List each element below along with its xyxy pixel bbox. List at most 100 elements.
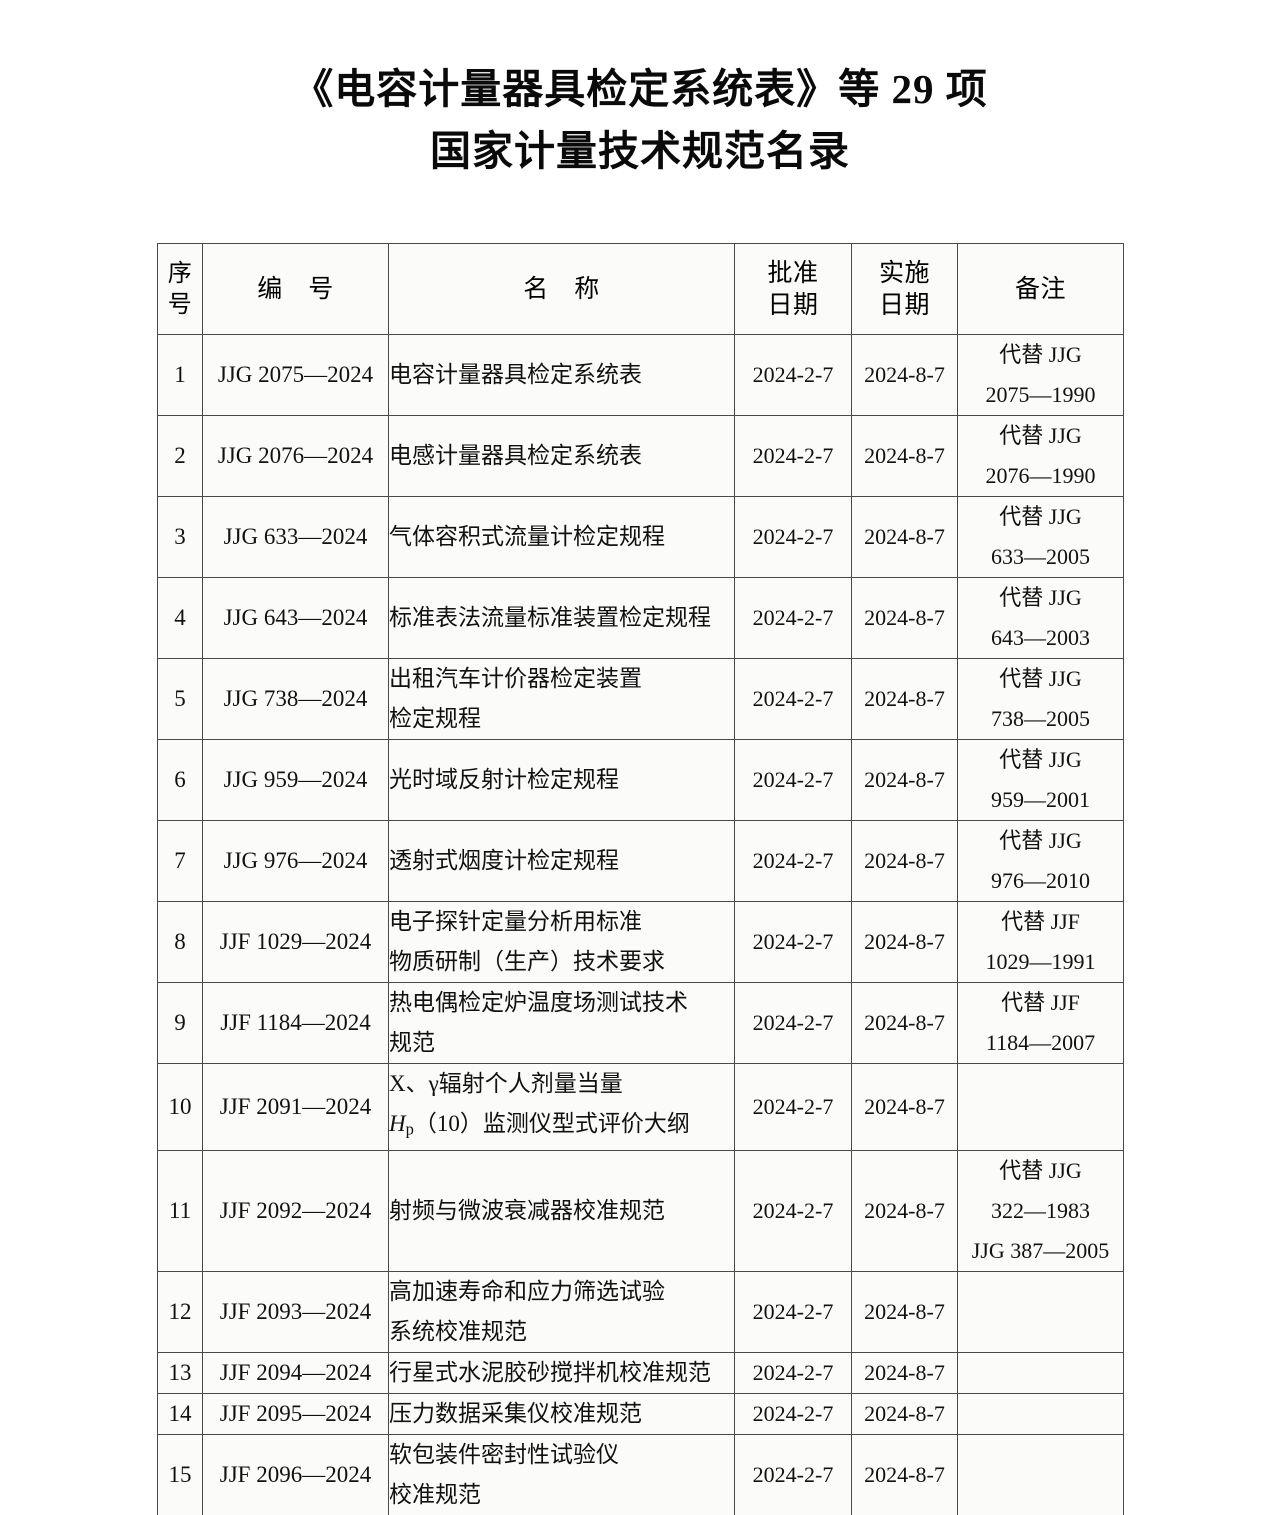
column-header-index: 序 号	[157, 243, 203, 335]
cell-index: 7	[157, 820, 203, 902]
cell-code: JJF 1184—2024	[202, 982, 389, 1064]
cell-name: X、γ辐射个人剂量当量 Hp（10）监测仪型式评价大纲	[388, 1063, 735, 1151]
cell-effective-date: 2024-8-7	[851, 658, 958, 740]
cell-remark-line: 代替 JJG	[999, 666, 1082, 691]
cell-name-line: 标准表法流量标准装置检定规程	[389, 605, 711, 630]
cell-remark-line: 959—2001	[991, 787, 1090, 812]
page-title-line-2: 国家计量技术规范名录	[430, 128, 850, 174]
cell-remark-line: 代替 JJG	[999, 828, 1082, 853]
cell-remark-line: 1184—2007	[985, 1030, 1096, 1055]
cell-name-line: 规范	[389, 1030, 435, 1055]
cell-index: 6	[157, 739, 203, 821]
cell-effective-date: 2024-8-7	[851, 1392, 958, 1435]
specification-list-table: 序 号 编 号 名 称 批准 日期 实施 日期 备注 1 JJG 2	[157, 243, 1124, 1515]
cell-index: 4	[157, 577, 203, 659]
cell-effective-date: 2024-8-7	[851, 496, 958, 578]
cell-code: JJF 2094—2024	[202, 1351, 389, 1394]
cell-remark	[957, 1063, 1124, 1151]
cell-name-line: 高加速寿命和应力筛选试验	[389, 1278, 665, 1304]
cell-remark-line: 代替 JJG	[999, 342, 1082, 367]
table-row: 12 JJF 2093—2024 高加速寿命和应力筛选试验 系统校准规范 2024-2-…	[157, 1270, 1124, 1353]
cell-name-line: 电子探针定量分析用标准	[389, 909, 642, 934]
cell-approval-date: 2024-2-7	[734, 820, 852, 902]
cell-name-line: 出租汽车计价器检定装置	[389, 666, 642, 691]
table-row: 4 JJG 643—2024 标准表法流量标准装置检定规程 2024-2-7 2024-…	[157, 577, 1124, 659]
table-row: 3 JJG 633—2024 气体容积式流量计检定规程 2024-2-7 2024-8-…	[157, 496, 1124, 578]
cell-code: JJG 633—2024	[202, 496, 389, 578]
cell-remark: 代替 JJG 643—2003	[957, 577, 1124, 659]
cell-remark-line: 322—1983	[991, 1197, 1090, 1223]
table-row: 8 JJF 1029—2024 电子探针定量分析用标准 物质研制（生产）技术要求 202…	[157, 901, 1124, 983]
cell-code: JJG 643—2024	[202, 577, 389, 659]
cell-name: 光时域反射计检定规程	[388, 739, 735, 821]
cell-name-line: Hp（10）监测仪型式评价大纲	[389, 1111, 690, 1139]
table-header-row: 序 号 编 号 名 称 批准 日期 实施 日期 备注	[157, 243, 1124, 335]
column-header-approval-date-line2: 日期	[767, 291, 819, 319]
variable-symbol: H	[389, 1111, 406, 1136]
cell-approval-date: 2024-2-7	[734, 982, 852, 1064]
cell-approval-date: 2024-2-7	[734, 334, 852, 416]
column-header-remark: 备注	[957, 243, 1124, 335]
cell-approval-date: 2024-2-7	[734, 901, 852, 983]
cell-remark-line: 633—2005	[991, 544, 1090, 569]
cell-name-line: 行星式水泥胶砂搅拌机校准规范	[389, 1359, 711, 1385]
cell-name: 气体容积式流量计检定规程	[388, 496, 735, 578]
cell-remark: 代替 JJG 2076—1990	[957, 415, 1124, 497]
cell-name-line: 物质研制（生产）技术要求	[389, 949, 665, 974]
cell-name: 行星式水泥胶砂搅拌机校准规范	[388, 1351, 735, 1394]
cell-name: 电容计量器具检定系统表	[388, 334, 735, 416]
cell-code: JJF 2092—2024	[202, 1149, 389, 1272]
cell-approval-date: 2024-2-7	[734, 415, 852, 497]
cell-index: 15	[157, 1433, 203, 1515]
column-header-approval-date-line1: 批准	[767, 259, 819, 287]
table-row: 9 JJF 1184—2024 热电偶检定炉温度场测试技术 规范 2024-2-7 202…	[157, 982, 1124, 1064]
cell-code: JJF 2093—2024	[202, 1270, 389, 1353]
cell-approval-date: 2024-2-7	[734, 739, 852, 821]
table-body: 1 JJG 2075—2024 电容计量器具检定系统表 2024-2-7 2024-8-…	[157, 334, 1124, 1515]
variable-subscript: p	[405, 1119, 414, 1139]
cell-effective-date: 2024-8-7	[851, 1270, 958, 1353]
cell-name-line: 射频与微波衰减器校准规范	[389, 1197, 665, 1223]
cell-remark: 代替 JJF 1184—2007	[957, 982, 1124, 1064]
table-row: 5 JJG 738—2024 出租汽车计价器检定装置 检定规程 2024-2-7 2024…	[157, 658, 1124, 740]
cell-name-line: 光时域反射计检定规程	[389, 767, 619, 792]
cell-approval-date: 2024-2-7	[734, 577, 852, 659]
spec-table-container: 序 号 编 号 名 称 批准 日期 实施 日期 备注 1 JJG 2	[157, 243, 1124, 1515]
cell-remark-line: 代替 JJF	[1001, 990, 1080, 1015]
cell-index: 10	[157, 1063, 203, 1151]
cell-remark: 代替 JJG 959—2001	[957, 739, 1124, 821]
column-header-effective-date-line2: 日期	[878, 291, 930, 319]
cell-index: 5	[157, 658, 203, 740]
column-header-name: 名 称	[388, 243, 735, 335]
cell-effective-date: 2024-8-7	[851, 982, 958, 1064]
cell-code: JJG 2075—2024	[202, 334, 389, 416]
cell-code: JJG 959—2024	[202, 739, 389, 821]
cell-code: JJF 2095—2024	[202, 1392, 389, 1435]
cell-remark-line: 2075—1990	[985, 382, 1096, 407]
cell-code: JJG 2076—2024	[202, 415, 389, 497]
cell-name-line: 电容计量器具检定系统表	[389, 362, 642, 387]
cell-name: 电感计量器具检定系统表	[388, 415, 735, 497]
cell-code: JJG 976—2024	[202, 820, 389, 902]
cell-remark-line: 代替 JJG	[999, 423, 1082, 448]
cell-remark-line: 738—2005	[991, 706, 1090, 731]
cell-name-line: X、γ辐射个人剂量当量	[389, 1071, 623, 1096]
cell-approval-date: 2024-2-7	[734, 658, 852, 740]
cell-effective-date: 2024-8-7	[851, 577, 958, 659]
cell-name: 透射式烟度计检定规程	[388, 820, 735, 902]
cell-remark-line: 643—2003	[991, 625, 1090, 650]
cell-effective-date: 2024-8-7	[851, 901, 958, 983]
cell-remark-line: 代替 JJG	[999, 504, 1082, 529]
cell-name: 高加速寿命和应力筛选试验 系统校准规范	[388, 1270, 735, 1353]
cell-remark: 代替 JJG 633—2005	[957, 496, 1124, 578]
table-row: 11 JJF 2092—2024 射频与微波衰减器校准规范 2024-2-7 2024-…	[157, 1149, 1124, 1272]
cell-name-line: 校准规范	[389, 1481, 481, 1507]
cell-effective-date: 2024-8-7	[851, 334, 958, 416]
cell-name-line: 软包装件密封性试验仪	[389, 1441, 619, 1467]
cell-approval-date: 2024-2-7	[734, 1149, 852, 1272]
table-row: 1 JJG 2075—2024 电容计量器具检定系统表 2024-2-7 2024-8-…	[157, 334, 1124, 416]
table-row: 13 JJF 2094—2024 行星式水泥胶砂搅拌机校准规范 2024-2-7 202…	[157, 1351, 1124, 1394]
cell-name-line: 热电偶检定炉温度场测试技术	[389, 990, 688, 1015]
cell-name-line: 透射式烟度计检定规程	[389, 848, 619, 873]
